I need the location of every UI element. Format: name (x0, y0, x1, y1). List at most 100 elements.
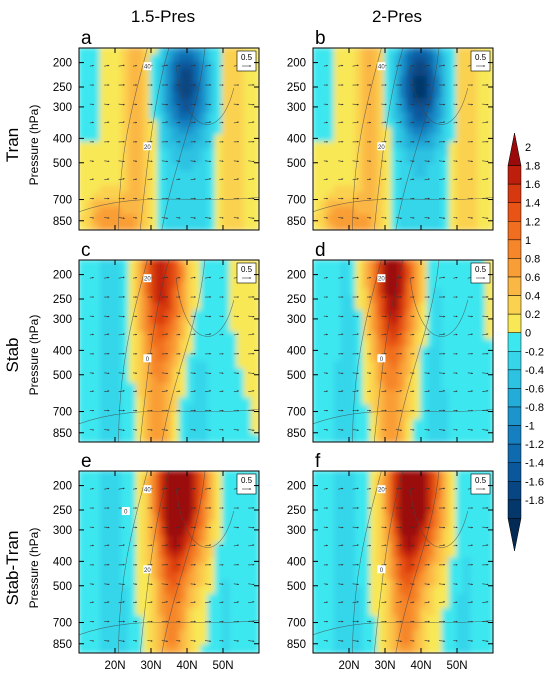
heatmap-cell (456, 97, 466, 108)
heatmap-cell (384, 309, 394, 320)
heatmap-cell (157, 353, 167, 363)
heatmap-cell (420, 346, 430, 356)
heatmap-cell (412, 163, 422, 173)
heatmap-cell (427, 579, 437, 589)
heatmap-cell (333, 214, 343, 224)
heatmap-cell (250, 404, 259, 414)
contour-label: 20 (378, 488, 385, 494)
heatmap-cell (142, 309, 152, 320)
wind-vector (248, 583, 255, 586)
heatmap-cell (250, 630, 259, 640)
row-title-2-group: Stab-Tran (3, 531, 22, 606)
heatmap-cell (362, 608, 372, 618)
heatmap-cell (484, 615, 493, 625)
heatmap-cell (85, 309, 95, 320)
heatmap-cell (376, 295, 386, 305)
heatmap-cell (376, 506, 386, 516)
heatmap-cell (250, 360, 259, 371)
heatmap-cell (114, 163, 124, 173)
heatmap-cell (79, 579, 88, 589)
heatmap-cell (391, 571, 401, 582)
heatmap-cell (355, 491, 365, 502)
heatmap-cell (171, 48, 181, 57)
heatmap-cell (157, 134, 167, 144)
heatmap-cell (85, 564, 95, 574)
heatmap-cell (319, 163, 329, 173)
wind-vector (190, 160, 196, 163)
heatmap-cell (121, 637, 131, 647)
heatmap-cell (128, 471, 138, 480)
heatmap-cell (484, 295, 493, 305)
heatmap-cell (405, 105, 415, 115)
heatmap-cell (376, 433, 386, 442)
heatmap-cell (427, 141, 437, 151)
wind-vector (467, 103, 474, 106)
heatmap-cell (362, 288, 372, 298)
heatmap-cell (333, 608, 343, 618)
heatmap-cell (135, 148, 145, 159)
heatmap-cell (355, 608, 365, 618)
heatmap-cell (319, 637, 329, 647)
heatmap-cell (222, 192, 232, 202)
heatmap-cell (427, 426, 437, 436)
heatmap-cell (171, 260, 181, 269)
wind-vector (453, 583, 458, 586)
heatmap-cell (362, 48, 372, 57)
wind-vector (424, 103, 430, 106)
heatmap-cell (92, 163, 102, 173)
heatmap-cell (448, 178, 458, 188)
heatmap-cell (391, 608, 401, 618)
heatmap-cell (484, 550, 493, 560)
heatmap-cell (333, 601, 343, 611)
heatmap-cell (369, 178, 379, 188)
heatmap-cell (420, 622, 430, 633)
heatmap-cell (384, 83, 394, 93)
heatmap-cell (326, 491, 336, 502)
heatmap-cell (448, 520, 458, 531)
heatmap-cell (236, 535, 246, 545)
heatmap-cell (384, 586, 394, 596)
heatmap-cell (229, 615, 239, 625)
heatmap-cell (448, 471, 458, 480)
x-tick-label: 30N (140, 660, 161, 672)
heatmap-cell (384, 148, 394, 159)
heatmap-cell (319, 506, 329, 516)
heatmap-cell (420, 192, 430, 202)
heatmap-cell (313, 426, 322, 436)
heatmap-cell (222, 484, 232, 494)
heatmap-cell (391, 199, 401, 210)
heatmap-cell (340, 571, 350, 582)
wind-vector (453, 64, 458, 67)
wind-vector (482, 526, 489, 529)
heatmap-cell (79, 260, 88, 269)
heatmap-cell (477, 491, 487, 502)
heatmap-cell (477, 90, 487, 100)
heatmap-cell (92, 309, 102, 320)
heatmap-cell (150, 221, 160, 230)
heatmap-cell (164, 411, 174, 422)
heatmap-cell (243, 288, 253, 298)
heatmap-cell (157, 390, 167, 400)
heatmap-cell (178, 571, 188, 582)
heatmap-cell (193, 557, 203, 567)
heatmap-cell (348, 491, 358, 502)
heatmap-cell (448, 557, 458, 567)
wind-vector (118, 160, 125, 163)
heatmap-cell (369, 119, 379, 130)
heatmap-cell (340, 375, 350, 385)
heatmap-cell (391, 141, 401, 151)
heatmap-cell (470, 163, 480, 173)
heatmap-cell (427, 170, 437, 181)
heatmap-cell (477, 134, 487, 144)
heatmap-cell (326, 339, 336, 349)
heatmap-cell (326, 273, 336, 283)
heatmap-cell (99, 586, 109, 596)
heatmap-cell (319, 68, 329, 79)
wind-vector (104, 121, 110, 124)
heatmap-cell (376, 615, 386, 625)
heatmap-cell (186, 134, 196, 144)
heatmap-cell (456, 178, 466, 188)
heatmap-cell (362, 90, 372, 100)
heatmap-cell (236, 163, 246, 173)
heatmap-cell (398, 346, 408, 356)
